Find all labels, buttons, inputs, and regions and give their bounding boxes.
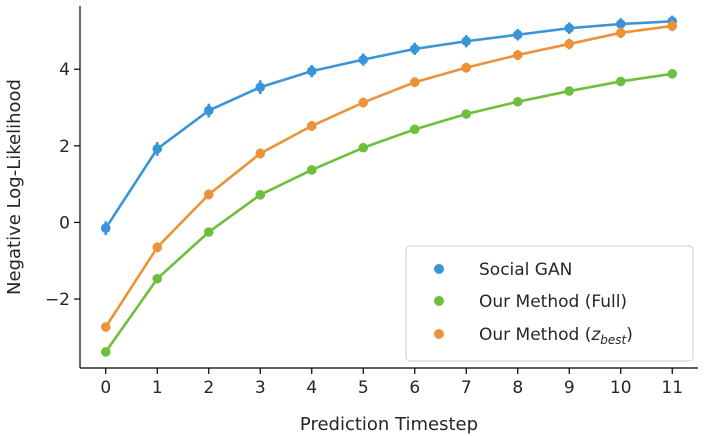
legend-label-our-method-zbest: Our Method (zbest) [479,325,633,347]
data-point-social-gan [152,144,163,154]
legend-label-social-gan: Social GAN [479,260,572,280]
x-tick-label: 9 [564,378,575,398]
x-tick-label: 10 [610,378,632,398]
x-tick-label: 6 [409,378,420,398]
data-point-our-method-z-best [100,322,111,332]
data-point-our-method-z-best [152,242,163,253]
data-point-our-method-full [306,165,317,175]
legend-frame [405,245,694,362]
series-line-our-method-z-best [104,24,674,329]
y-tick-label: 2 [59,137,70,157]
data-point-our-method-z-best [255,148,266,159]
y-ticks: −2 0 2 4 [45,60,80,310]
data-point-our-method-z-best [461,62,472,73]
x-axis-label: Prediction Timestep [300,414,478,435]
plot-marks [100,15,678,357]
y-tick-label: −2 [45,290,70,310]
data-point-our-method-z-best [409,77,420,88]
data-point-social-gan [615,19,626,29]
x-tick-label: 1 [152,378,163,398]
data-point-social-gan [100,223,111,233]
x-tick-label: 5 [358,378,369,398]
data-point-our-method-z-best [203,189,214,200]
data-point-our-method-z-best [512,50,523,60]
data-point-social-gan [512,29,523,40]
data-point-social-gan [461,36,472,47]
legend-marker-social-gan [434,264,444,274]
y-tick-label: 4 [59,60,70,80]
data-point-our-method-full [667,69,678,79]
x-tick-label: 3 [255,378,266,398]
data-point-our-method-full [461,109,472,119]
data-point-social-gan [409,44,420,54]
series-line-our-method-full [104,72,674,354]
x-tick-label: 8 [512,378,523,398]
x-tick-label: 7 [461,378,472,398]
data-point-our-method-full [409,124,420,135]
data-point-social-gan [255,82,266,93]
data-point-social-gan [203,105,214,116]
data-point-our-method-full [358,142,369,153]
y-axis-label: Negative Log-Likelihood [4,79,25,295]
data-point-our-method-z-best [615,28,626,38]
legend: Social GAN Our Method (Full) Our Method … [405,245,694,362]
data-point-our-method-z-best [306,121,317,131]
data-point-social-gan [564,23,575,34]
x-tick-label: 2 [203,378,214,398]
legend-marker-our-method-zbest [434,329,444,339]
data-point-our-method-full [615,76,626,87]
series-line-social-gan [104,20,674,230]
data-point-our-method-full [512,96,523,107]
data-point-our-method-full [255,190,266,200]
legend-label-our-method-full: Our Method (Full) [479,292,627,312]
data-point-social-gan [306,66,317,76]
y-tick-label: 0 [59,213,70,233]
data-point-our-method-full [152,273,163,284]
x-ticks: 0 1 2 3 4 5 6 7 8 9 10 11 [100,368,683,398]
data-point-our-method-z-best [667,21,678,31]
legend-marker-our-method-full [434,296,444,306]
data-point-our-method-z-best [358,97,369,108]
data-point-our-method-full [203,227,214,237]
data-point-social-gan [358,54,369,65]
data-point-our-method-z-best [564,39,575,49]
x-tick-label: 4 [306,378,317,398]
x-tick-label: 11 [661,378,683,398]
data-point-our-method-full [100,347,111,357]
x-tick-label: 0 [100,378,111,398]
data-point-our-method-full [564,86,575,96]
